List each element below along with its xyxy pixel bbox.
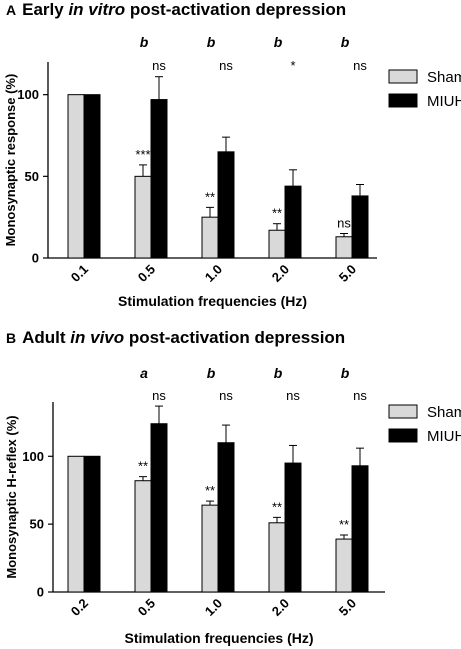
chart-b-y-tick-label: 0 [37,585,44,600]
chart-a-sham-annotation: *** [135,147,150,162]
chart-b-sham-annotation: ** [205,483,215,498]
panel-a-label: A [6,2,17,18]
chart-b-bar-sham [134,480,152,593]
chart-a-bar-sham [134,175,152,259]
chart-b-bar-miuh [83,455,101,593]
chart-b-y-tick-label: 100 [22,449,44,464]
chart-b-bar-miuh [217,442,235,593]
chart-b-x-tick-label: 1.0 [202,596,225,619]
chart-b-x-tick-label: 0.5 [135,596,158,619]
chart-b-x-tick-label: 2.0 [269,596,292,619]
chart-b-y-axis-label: Monosynaptic H-reflex (%) [4,415,19,578]
chart-b-y-tick-label: 50 [30,517,44,532]
panel-b-title-italic: in vivo [70,328,125,347]
chart-a-miuh-annotation: ns [353,58,367,73]
panel-b: B Adult in vivo post-activation depressio… [0,328,461,649]
chart-a-bar-sham [268,229,286,259]
chart-a-y-tick-label: 0 [32,251,39,266]
chart-b-miuh-annotation: ns [152,388,166,403]
chart-b-bar-miuh [150,423,168,593]
chart-b-top-annotation: a [140,365,148,381]
chart-a-x-tick-label: 2.0 [269,262,292,285]
chart-a-legend-swatch [388,69,418,84]
chart-b-sham-annotation: ** [272,499,282,514]
chart-b-legend-label: Sham [427,404,461,421]
chart-a-miuh-annotation: ns [152,58,166,73]
chart-b-miuh-annotation: ns [219,388,233,403]
chart-a-x-tick-label: 0.5 [135,262,158,285]
panel-a: A Early in vitro post-activation depressi… [0,0,461,318]
chart-a-sham-annotation: ** [205,189,215,204]
chart-a-x-tick-label: 5.0 [336,262,359,285]
chart-b-legend-swatch [388,404,418,419]
chart-b-x-axis-label: Stimulation frequencies (Hz) [124,630,313,646]
chart-b-sham-annotation: ** [138,459,148,474]
chart-b-x-tick-label: 5.0 [336,596,359,619]
chart-a-sham-annotation: ** [272,206,282,221]
chart-a-bar-miuh [150,99,168,259]
chart-b-miuh-annotation: ns [286,388,300,403]
chart-b-top-annotation: b [207,365,216,381]
chart-a-bar-sham [67,94,85,259]
chart-a-x-axis-label: Stimulation frequencies (Hz) [118,293,307,309]
panel-b-title-post: post-activation depression [124,328,346,347]
chart-b-bar-sham [268,522,286,593]
chart-b-top-annotation: b [274,365,283,381]
chart-a-y-axis-label: Monosynaptic response (%) [3,74,18,247]
chart-a-miuh-annotation: ns [219,58,233,73]
chart-a-bar-sham [335,236,353,259]
chart-b-sham-annotation: ** [339,517,349,532]
chart-a-x-tick-label: 1.0 [202,262,225,285]
chart-a-legend-label: Sham [427,69,461,86]
chart-a-miuh-annotation: * [290,58,295,73]
chart-a-legend-label: MIUH [427,93,461,110]
chart-a-bar-sham [201,216,219,259]
chart-b-bar-sham [67,455,85,593]
panel-b-title-pre: Adult [22,328,71,347]
chart-a-x-tick-label: 0.1 [68,262,91,285]
chart-b-bar-sham [201,504,219,593]
chart-a-top-annotation: b [341,34,350,50]
chart-a-legend-swatch [388,93,418,108]
chart-b-legend-label: MIUH [427,428,461,445]
chart-b-legend-swatch [388,428,418,443]
panel-a-title: A Early in vitro post-activation depressi… [6,0,346,20]
panel-b-label: B [6,330,17,346]
chart-b-bar-miuh [284,462,302,593]
panel-a-title-pre: Early [22,0,69,19]
panel-a-title-post: post-activation depression [125,0,347,19]
chart-a-bar-miuh [351,195,369,259]
chart-b-bar-sham [335,538,353,593]
chart-a-y-tick-label: 50 [25,169,39,184]
chart-a-top-annotation: b [207,34,216,50]
chart-b-top-annotation: b [341,365,350,381]
chart-a-sham-annotation: ns [337,216,351,231]
panel-a-title-italic: in vitro [68,0,126,19]
chart-a-top-annotation: b [140,34,149,50]
chart-b-x-tick-label: 0.2 [68,596,91,619]
chart-a-bar-miuh [83,94,101,259]
chart-a-y-tick-label: 100 [17,87,39,102]
chart-a-top-annotation: b [274,34,283,50]
chart-b-bar-miuh [351,465,369,593]
panel-b-title: B Adult in vivo post-activation depressio… [6,328,345,348]
chart-b-miuh-annotation: ns [353,388,367,403]
chart-a-bar-miuh [217,151,235,259]
chart-a-bar-miuh [284,185,302,259]
